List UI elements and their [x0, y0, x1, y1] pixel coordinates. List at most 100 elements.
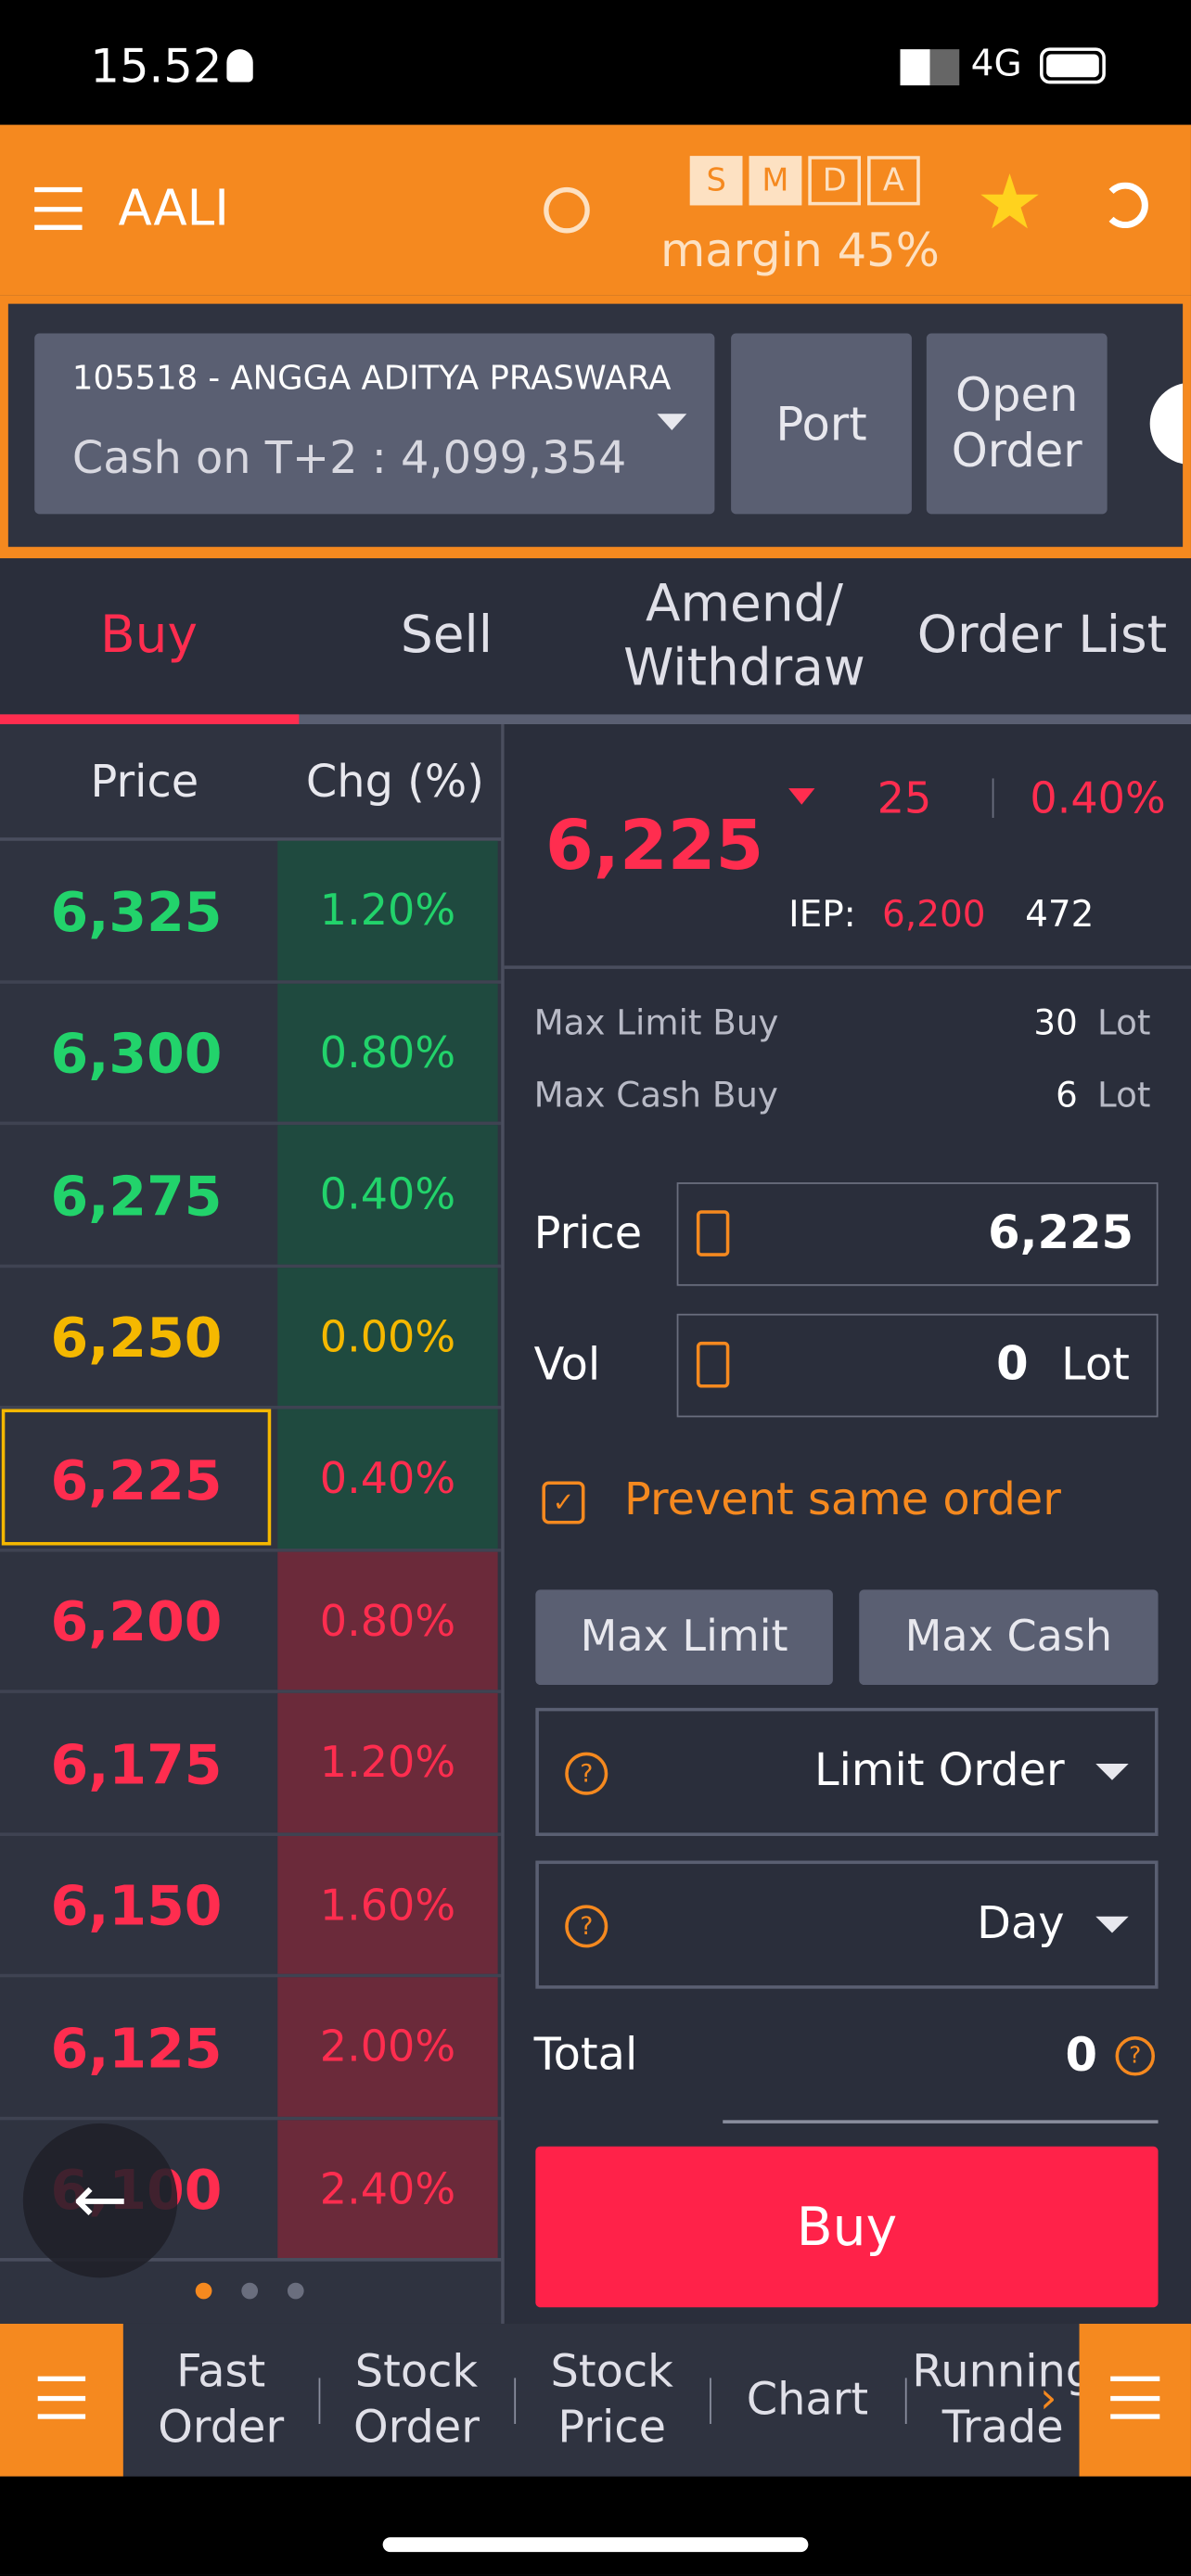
- validity: Day: [977, 1898, 1065, 1950]
- ob-price[interactable]: 6,300: [50, 1021, 223, 1086]
- checkbox[interactable]: ✓: [542, 1481, 585, 1524]
- ob-change: 0.40%: [319, 1455, 456, 1505]
- max-cash-button[interactable]: Max Cash: [859, 1589, 1159, 1686]
- ob-price[interactable]: 6,175: [50, 1731, 223, 1796]
- refresh-icon[interactable]: [1102, 182, 1148, 229]
- scroll-button[interactable]: [1149, 382, 1184, 465]
- ob-price[interactable]: 6,200: [50, 1589, 223, 1654]
- validity-select[interactable]: [535, 1860, 1159, 1989]
- ob-header: Price: [90, 756, 199, 808]
- back-button[interactable]: ←: [22, 2123, 178, 2278]
- badge[interactable]: A: [867, 156, 920, 206]
- ob-change: 0.00%: [319, 1312, 456, 1363]
- help-icon[interactable]: ?: [565, 1752, 608, 1795]
- chg-cell: [277, 1550, 498, 1690]
- tab[interactable]: Buy: [100, 606, 198, 666]
- tab[interactable]: Sell: [400, 606, 493, 666]
- battery: [1040, 47, 1106, 84]
- row-divider: [0, 1690, 502, 1693]
- row-divider: [0, 1263, 502, 1268]
- badge[interactable]: M: [749, 156, 802, 206]
- nav-item[interactable]: Chart: [746, 2374, 869, 2426]
- nav-more[interactable]: ›: [1040, 2374, 1057, 2424]
- ob-change: 0.80%: [319, 1597, 456, 1647]
- nav-item[interactable]: Stock Order: [352, 2346, 480, 2453]
- nav-expand[interactable]: [1079, 2323, 1191, 2477]
- chg-cell: [277, 840, 498, 980]
- buy-button[interactable]: Buy: [535, 2146, 1159, 2308]
- order-type-select[interactable]: [535, 1707, 1159, 1836]
- divider: [501, 724, 505, 2324]
- tab-indicator: [0, 714, 300, 725]
- ob-change: 2.00%: [319, 2022, 456, 2073]
- help-icon[interactable]: ?: [1115, 2036, 1156, 2076]
- row-divider: [0, 1973, 502, 1978]
- ob-price[interactable]: 6,250: [50, 1305, 223, 1371]
- price-input[interactable]: [676, 1182, 1159, 1286]
- person-icon: [226, 49, 253, 83]
- nav-item[interactable]: Running Trade: [912, 2346, 1095, 2453]
- search-icon[interactable]: [544, 186, 590, 234]
- nav-divider: [710, 2378, 711, 2424]
- max-limit-button[interactable]: Max Limit: [535, 1589, 833, 1686]
- total-value: 0: [1065, 2028, 1098, 2083]
- limit-label: Max Cash Buy: [533, 1076, 778, 1116]
- signal: [900, 49, 960, 86]
- ob-price[interactable]: 6,325: [50, 879, 223, 944]
- port-button[interactable]: Port: [731, 333, 912, 515]
- ob-change: 0.80%: [319, 1028, 456, 1078]
- tab[interactable]: Amend/ Withdraw: [623, 574, 865, 697]
- row-divider: [0, 979, 502, 983]
- home-area: [0, 2476, 1191, 2575]
- vol-unit: Lot: [1061, 1340, 1130, 1392]
- nav-item[interactable]: Fast Order: [158, 2346, 285, 2453]
- nav-divider: [318, 2378, 321, 2424]
- nav-menu[interactable]: [0, 2323, 123, 2477]
- iep-volume: 472: [1025, 895, 1095, 937]
- vol-label: Vol: [533, 1340, 601, 1392]
- tab[interactable]: Order List: [916, 606, 1168, 666]
- prevent-label[interactable]: Prevent same order: [623, 1474, 1061, 1526]
- ob-header: Chg (%): [305, 756, 484, 808]
- dropdown-arrow: [1095, 1764, 1129, 1796]
- selected-price[interactable]: [1, 1409, 272, 1547]
- tab-track: [0, 714, 1191, 725]
- badge[interactable]: S: [689, 156, 743, 206]
- open-order-button[interactable]: Open Order: [926, 333, 1108, 515]
- change-pct: 0.40%: [1030, 774, 1166, 825]
- tabs: [0, 558, 1191, 715]
- ob-price[interactable]: 6,225: [50, 1447, 223, 1512]
- calculator-icon[interactable]: [696, 1341, 730, 1388]
- nav-item[interactable]: Stock Price: [550, 2346, 673, 2453]
- account-cash: Cash on T+2 : 4,099,354: [71, 433, 627, 485]
- ob-price[interactable]: 6,275: [50, 1163, 223, 1228]
- page-dot: [195, 2282, 212, 2300]
- margin: margin 45%: [660, 223, 940, 278]
- limit-unit: Lot: [1097, 1076, 1151, 1116]
- header: [0, 124, 1191, 296]
- chg-cell: [277, 1267, 498, 1406]
- divider: [0, 2258, 502, 2262]
- page-dot: [287, 2282, 304, 2300]
- dropdown-arrow: [1095, 1916, 1129, 1949]
- calculator-icon[interactable]: [696, 1210, 730, 1256]
- menu-icon[interactable]: [34, 186, 83, 230]
- badge[interactable]: D: [808, 156, 862, 206]
- star-icon[interactable]: ★: [975, 158, 1044, 247]
- ob-price[interactable]: 6,150: [50, 1873, 223, 1938]
- limit-unit: Lot: [1097, 1003, 1151, 1043]
- chg-cell: [277, 1409, 498, 1549]
- ob-price[interactable]: 6,125: [50, 2015, 223, 2080]
- limit-label: Max Limit Buy: [533, 1003, 779, 1043]
- vol-input[interactable]: [676, 1313, 1159, 1418]
- symbol[interactable]: AALI: [118, 180, 229, 238]
- account-select[interactable]: [34, 333, 715, 515]
- chg-cell: [277, 2119, 498, 2259]
- help-icon[interactable]: ?: [565, 1905, 608, 1948]
- bottom-nav: [0, 2323, 1191, 2477]
- row-divider: [0, 1405, 502, 1409]
- row-divider: [0, 2115, 502, 2120]
- divider: [0, 837, 502, 841]
- price-label: Price: [533, 1208, 643, 1260]
